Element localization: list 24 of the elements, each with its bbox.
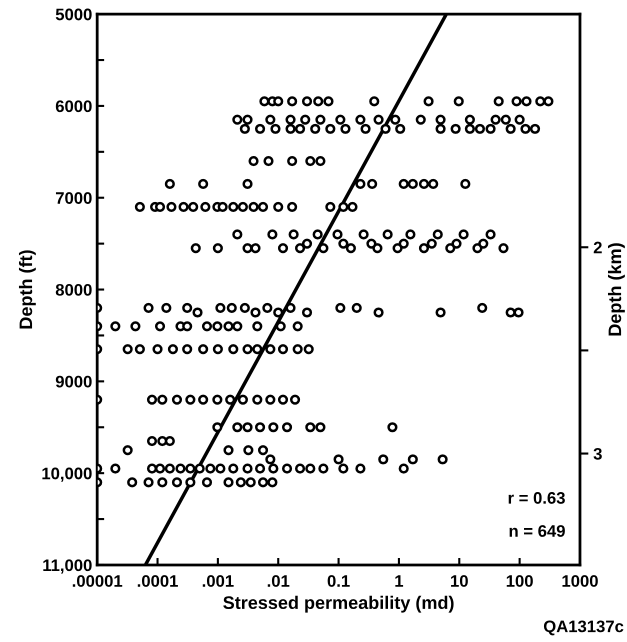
y2-tick-label: 2 [594,242,602,254]
y2-axis-title: Depth (km) [608,243,625,336]
y2-tick-label: 3 [594,448,602,460]
y-tick-label: 8000 [56,284,92,296]
x-tick-label: .001 [202,575,234,587]
x-tick-label: .01 [268,575,290,587]
y-tick-label: 6000 [56,100,92,112]
x-tick-label: 100 [506,575,533,587]
y-tick-label: 7000 [56,192,92,204]
x-tick-label: .00001 [72,575,122,587]
y-tick-label: 10,000 [42,468,92,482]
annotation: n = 649 [510,525,565,537]
x-tick-label: 1000 [562,575,598,587]
x-axis-title: Stressed permeability (md) [223,596,454,613]
x-tick-label: .0001 [138,575,178,587]
x-tick-label: 0.1 [328,575,350,587]
annotation: r = 0.63 [508,492,565,504]
x-tick-label: 10 [451,575,468,587]
y-tick-label: 9000 [56,376,92,388]
y-axis-title: Depth (ft) [18,250,36,328]
x-tick-label: 1 [395,575,404,587]
y-tick-label: 11,000 [43,559,92,574]
y-tick-label: 5000 [56,8,92,20]
text: QA13137c [544,620,624,636]
